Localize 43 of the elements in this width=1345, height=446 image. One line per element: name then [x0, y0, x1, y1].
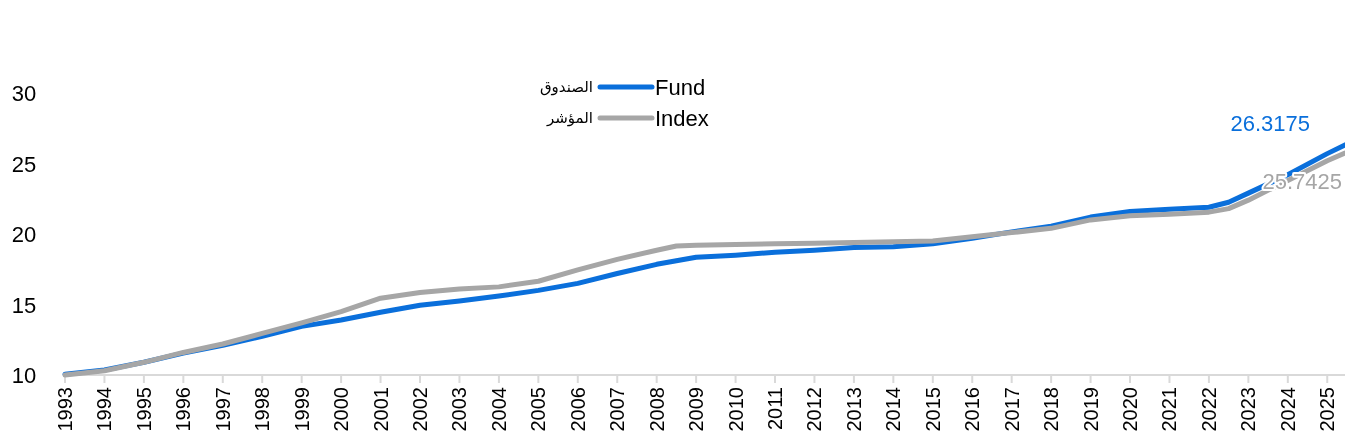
- x-tick-label: 2008: [645, 387, 668, 432]
- data-label: 26.3175: [1230, 110, 1310, 136]
- x-tick-label: 2000: [330, 387, 353, 432]
- x-tick-label: 2009: [685, 387, 708, 432]
- y-tick-label: 15: [11, 292, 37, 318]
- x-tick-label: 2010: [724, 387, 747, 432]
- x-tick-label: 2012: [803, 387, 826, 432]
- x-tick-label: 2006: [566, 387, 589, 432]
- x-tick-label: 2013: [842, 387, 865, 432]
- x-tick-label: 2024: [1276, 387, 1299, 432]
- x-tick-label: 2003: [448, 387, 471, 432]
- x-tick-label: 1998: [251, 387, 274, 432]
- x-tick-label: 1997: [211, 387, 234, 432]
- x-tick-label: 2001: [369, 387, 392, 432]
- x-tick-label: 2004: [487, 387, 510, 432]
- y-tick-label: 30: [11, 81, 37, 106]
- annotation: المؤشر: [545, 109, 593, 127]
- legend-label: Index: [655, 106, 709, 131]
- x-tick-label: 2022: [1197, 387, 1220, 432]
- x-tick-label: 1996: [172, 387, 195, 432]
- x-tick-label: 1995: [132, 387, 155, 432]
- y-tick-label: 25: [11, 151, 37, 177]
- x-tick-label: 2020: [1119, 387, 1142, 432]
- x-tick-label: 2025: [1316, 387, 1339, 432]
- x-tick-label: 2019: [1079, 387, 1102, 432]
- y-tick-label: 10: [11, 363, 37, 388]
- annotation: الصندوق: [539, 78, 593, 96]
- y-tick-label: 20: [11, 222, 37, 247]
- x-tick-label: 1994: [93, 387, 116, 432]
- x-tick-label: 1993: [54, 387, 76, 432]
- x-tick-label: 2011: [764, 387, 787, 431]
- legend-label: Fund: [655, 75, 706, 100]
- x-tick-label: 2018: [1040, 387, 1063, 432]
- x-tick-label: 2016: [961, 387, 984, 432]
- x-tick-label: 2007: [606, 387, 629, 432]
- x-tick-label: 2005: [527, 387, 550, 432]
- x-tick-label: 2021: [1158, 387, 1181, 432]
- x-tick-label: 2023: [1237, 387, 1260, 432]
- x-tick-label: 2015: [921, 387, 944, 432]
- x-tick-label: 2017: [1000, 387, 1023, 432]
- x-tick-label: 1999: [290, 387, 313, 432]
- x-tick-label: 2002: [409, 387, 432, 432]
- x-tick-label: 2014: [882, 387, 905, 432]
